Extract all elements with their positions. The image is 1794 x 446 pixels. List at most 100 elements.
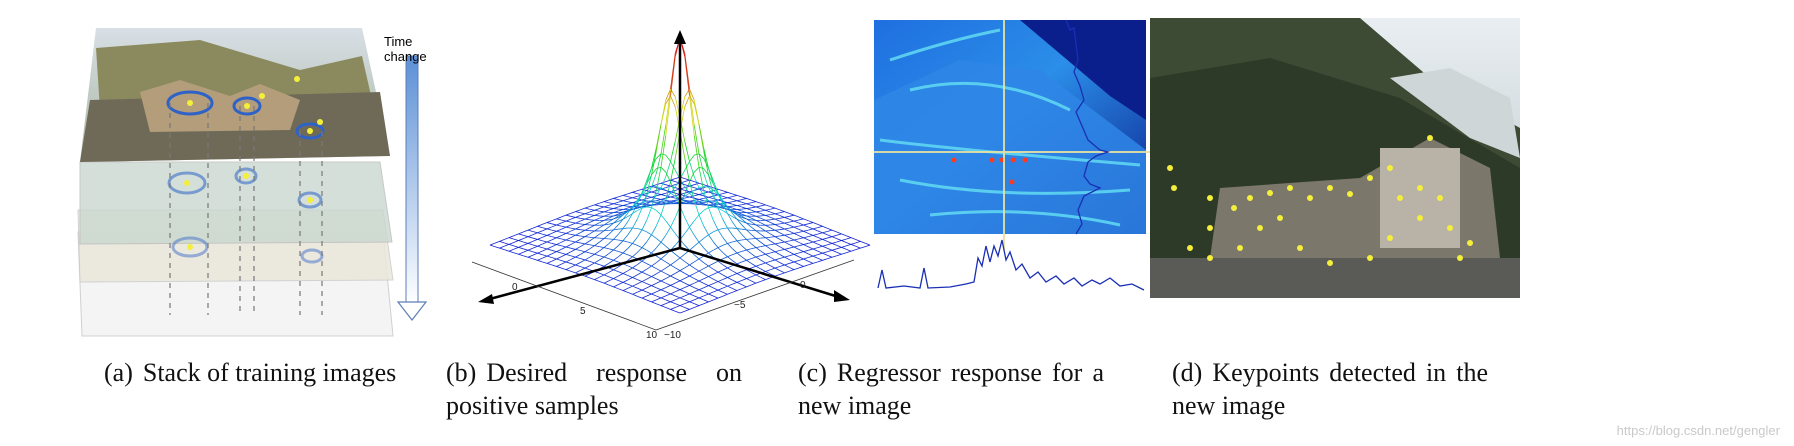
- mesh-line: [570, 240, 576, 243]
- mesh-line: [836, 253, 842, 257]
- mesh-line: [556, 218, 562, 221]
- mesh-line: [789, 214, 795, 217]
- mesh-line: [741, 198, 747, 201]
- mesh-line: [812, 248, 818, 252]
- tick-left-0: 0: [512, 282, 518, 293]
- mesh-line: [765, 230, 771, 235]
- mesh-line: [713, 193, 719, 196]
- mesh-line: [627, 285, 633, 289]
- mesh-line: [613, 228, 619, 231]
- mesh-line: [660, 194, 666, 197]
- mesh-line: [727, 196, 733, 199]
- mesh-line: [675, 297, 681, 301]
- mesh-line: [651, 247, 657, 254]
- mesh-line: [760, 279, 766, 282]
- mesh-line: [817, 239, 823, 242]
- mesh-line: [793, 252, 799, 255]
- mesh-line: [508, 242, 514, 245]
- mesh-line: [608, 203, 614, 206]
- mesh-line: [618, 250, 624, 254]
- mesh-line: [812, 255, 818, 259]
- mesh-line: [770, 211, 776, 215]
- mesh-line: [694, 303, 700, 306]
- mesh-line: [565, 220, 571, 223]
- response-surface-plot: 0 5 10 −10 −5 0: [471, 30, 870, 341]
- mesh-line: [694, 280, 700, 284]
- mesh-line: [570, 247, 576, 250]
- mesh-line: [698, 268, 704, 272]
- mesh-line: [808, 253, 814, 257]
- mesh-line: [703, 299, 709, 303]
- mesh-line: [660, 297, 666, 301]
- mesh-line: [827, 247, 833, 251]
- mesh-line: [817, 232, 823, 235]
- mesh-line: [660, 200, 667, 216]
- mesh-line: [793, 233, 799, 236]
- mesh-line: [542, 227, 548, 230]
- mesh-line: [675, 257, 681, 262]
- mesh-line: [684, 199, 690, 202]
- mesh-line: [789, 251, 795, 255]
- mesh-line: [774, 267, 780, 271]
- mesh-line: [665, 291, 671, 295]
- mesh-line: [613, 286, 619, 290]
- mesh-line: [784, 256, 790, 260]
- mesh-line: [675, 270, 681, 274]
- mesh-line: [622, 290, 628, 293]
- mesh-line: [532, 251, 538, 254]
- mesh-line: [846, 250, 852, 254]
- mesh-line: [570, 256, 576, 260]
- mesh-line: [608, 269, 614, 273]
- mesh-line: [556, 263, 562, 267]
- mesh-line: [594, 276, 600, 280]
- mesh-line: [646, 206, 652, 208]
- mesh-line: [812, 228, 818, 232]
- mesh-line: [860, 246, 866, 249]
- mesh-line: [599, 201, 605, 204]
- mesh-line: [532, 252, 538, 256]
- mesh-line: [703, 186, 709, 188]
- mesh-line: [641, 206, 647, 209]
- stack-layer-2: [79, 161, 393, 245]
- mesh-line: [708, 291, 714, 295]
- mesh-line: [622, 279, 628, 283]
- mesh-line: [679, 289, 685, 293]
- mesh-line: [765, 244, 771, 247]
- mesh-line: [717, 281, 723, 285]
- mesh-line: [570, 228, 576, 232]
- caption-b: (b) Desired response on positive samples: [446, 356, 742, 422]
- mesh-line: [760, 259, 766, 264]
- mesh-line: [684, 307, 690, 310]
- mesh-line: [746, 248, 752, 251]
- mesh-line: [708, 231, 714, 236]
- mesh-line: [561, 219, 567, 222]
- mesh-line: [651, 147, 657, 169]
- mesh-line: [665, 199, 671, 202]
- mesh-line: [546, 220, 552, 223]
- mesh-line: [580, 229, 586, 234]
- mesh-line: [584, 236, 590, 238]
- mesh-line: [641, 229, 647, 233]
- mesh-line: [822, 245, 828, 249]
- mesh-line: [708, 293, 714, 297]
- mesh-line: [651, 273, 657, 277]
- mesh-line: [684, 261, 690, 266]
- mesh-line: [651, 185, 657, 189]
- mesh-line: [717, 247, 724, 253]
- mesh-line: [693, 100, 700, 125]
- mesh-line: [656, 289, 662, 293]
- mesh-line: [812, 261, 818, 264]
- mesh-line: [551, 258, 557, 262]
- mesh-line: [637, 260, 643, 266]
- mesh-line: [836, 233, 842, 236]
- mesh-line: [518, 240, 524, 243]
- mesh-line: [784, 211, 790, 214]
- mesh-line: [656, 287, 662, 291]
- mesh-line: [684, 158, 690, 182]
- mesh-line: [656, 297, 662, 301]
- mesh-line: [675, 295, 681, 299]
- mesh-line: [694, 267, 700, 272]
- mesh-line: [618, 239, 624, 242]
- mesh-line: [698, 153, 705, 159]
- mesh-line: [770, 216, 776, 220]
